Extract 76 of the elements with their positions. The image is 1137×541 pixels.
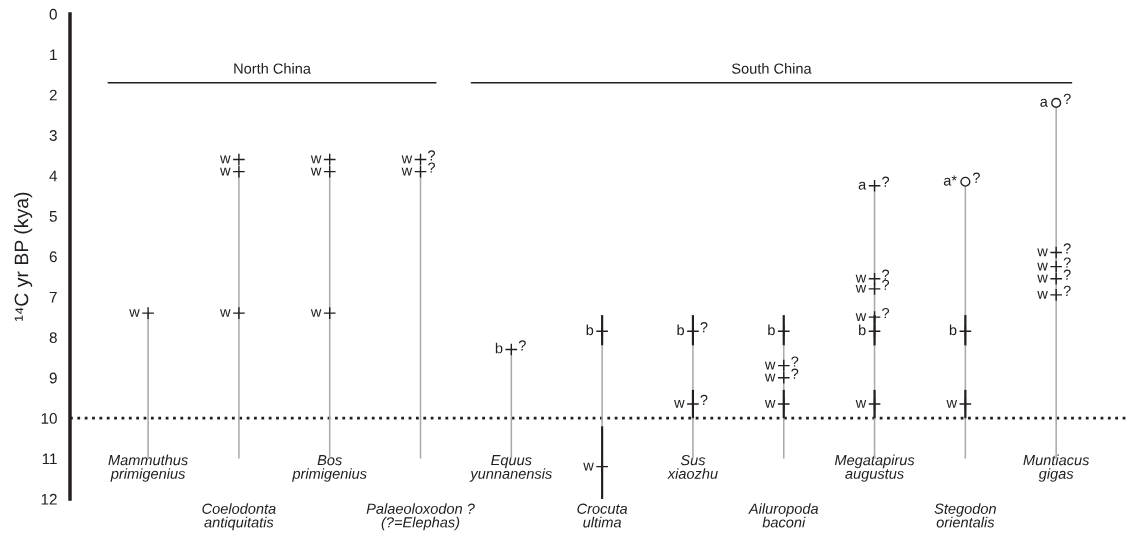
- annotation: ?: [1063, 269, 1071, 280]
- data-label: w: [855, 400, 867, 408]
- annotation: ?: [700, 322, 708, 333]
- y-tick-label: 1: [50, 49, 57, 60]
- y-tick-label: 10: [41, 413, 57, 424]
- annotation: ?: [1063, 243, 1071, 254]
- x-tick-label: Stegodon orientalis: [934, 503, 996, 528]
- annotation: ?: [791, 356, 799, 367]
- data-label: w: [220, 155, 231, 164]
- data-label: b: [859, 324, 866, 336]
- data-label: w: [855, 274, 867, 283]
- y-tick-label: 8: [49, 332, 57, 344]
- y-tick-label: 9: [49, 372, 57, 384]
- x-tick-label: Ailuropoda baconi: [748, 503, 819, 528]
- x-tick-label: Crocuta ultima: [577, 503, 628, 528]
- data-label: b: [495, 342, 503, 354]
- data-label: w: [220, 167, 231, 176]
- x-tick-label: Sus xiaozhu: [667, 454, 718, 479]
- annotation: ?: [882, 176, 890, 187]
- data-label: a: [1040, 98, 1048, 107]
- annotation: ?: [700, 394, 708, 406]
- data-label: w: [583, 462, 594, 471]
- annotation: ?: [428, 150, 436, 161]
- y-tick-label: 0: [49, 8, 57, 20]
- x-tick-label: Palaeoloxodon ? (?=Elephas): [366, 503, 475, 531]
- data-label: w: [1037, 274, 1048, 283]
- data-label: b: [677, 324, 684, 336]
- y-tick-label: 12: [41, 493, 57, 505]
- data-label: w: [310, 155, 322, 164]
- data-label: w: [401, 155, 413, 164]
- y-tick-label: 6: [49, 251, 57, 263]
- annotation: ?: [791, 368, 799, 379]
- y-tick-label: 4: [49, 170, 58, 182]
- annotation: ?: [428, 162, 436, 173]
- x-tick-label: Coelodonta antiquitatis: [202, 503, 276, 531]
- data-label: w: [764, 373, 776, 382]
- annotation: ?: [1063, 285, 1071, 296]
- data-label: w: [764, 361, 776, 370]
- annotation: ?: [882, 307, 890, 319]
- data-label: w: [220, 309, 231, 317]
- data-label: w: [310, 167, 322, 176]
- x-tick-label: Megatapirus augustus: [834, 454, 915, 482]
- data-label: w: [129, 309, 140, 317]
- data-label: w: [764, 400, 776, 408]
- annotation: ?: [1063, 93, 1071, 104]
- data-label: w: [1037, 290, 1048, 299]
- x-tick-label: Mammuthus primigenius: [108, 454, 188, 482]
- data-label: b: [768, 324, 775, 336]
- annotation: ?: [518, 340, 526, 351]
- data-label: w: [401, 167, 413, 176]
- x-tick-label: Bos primigenius: [292, 455, 367, 482]
- data-label: b: [586, 324, 594, 336]
- y-tick-label: 7: [49, 291, 57, 303]
- data-label: w: [310, 309, 322, 317]
- y-tick-label: 3: [49, 130, 57, 141]
- x-tick-label: Equus yunnanensis: [469, 455, 552, 482]
- data-label: w: [674, 400, 685, 408]
- y-tick-label: 11: [42, 453, 57, 465]
- data-label: w: [1037, 248, 1048, 257]
- annotation: ?: [972, 172, 980, 183]
- annotation: North China: [234, 63, 311, 74]
- data-label: w: [1037, 262, 1048, 271]
- data-label: a: [858, 181, 867, 190]
- x-tick-label: Muntiacus gigas: [1023, 454, 1090, 482]
- annotation: South China: [732, 63, 812, 74]
- y-tick-label: 2: [49, 89, 57, 101]
- y-axis-title: ¹⁴C yr BP (kya): [14, 192, 33, 321]
- data-label: w: [855, 284, 867, 293]
- annotation: ?: [1063, 257, 1071, 268]
- data-label: a*: [943, 175, 957, 186]
- data-label: b: [949, 324, 957, 336]
- data-label: w: [946, 400, 958, 408]
- y-tick-label: 5: [49, 211, 57, 222]
- annotation: ?: [882, 279, 890, 290]
- annotation: ?: [882, 269, 890, 280]
- data-label: w: [855, 313, 867, 321]
